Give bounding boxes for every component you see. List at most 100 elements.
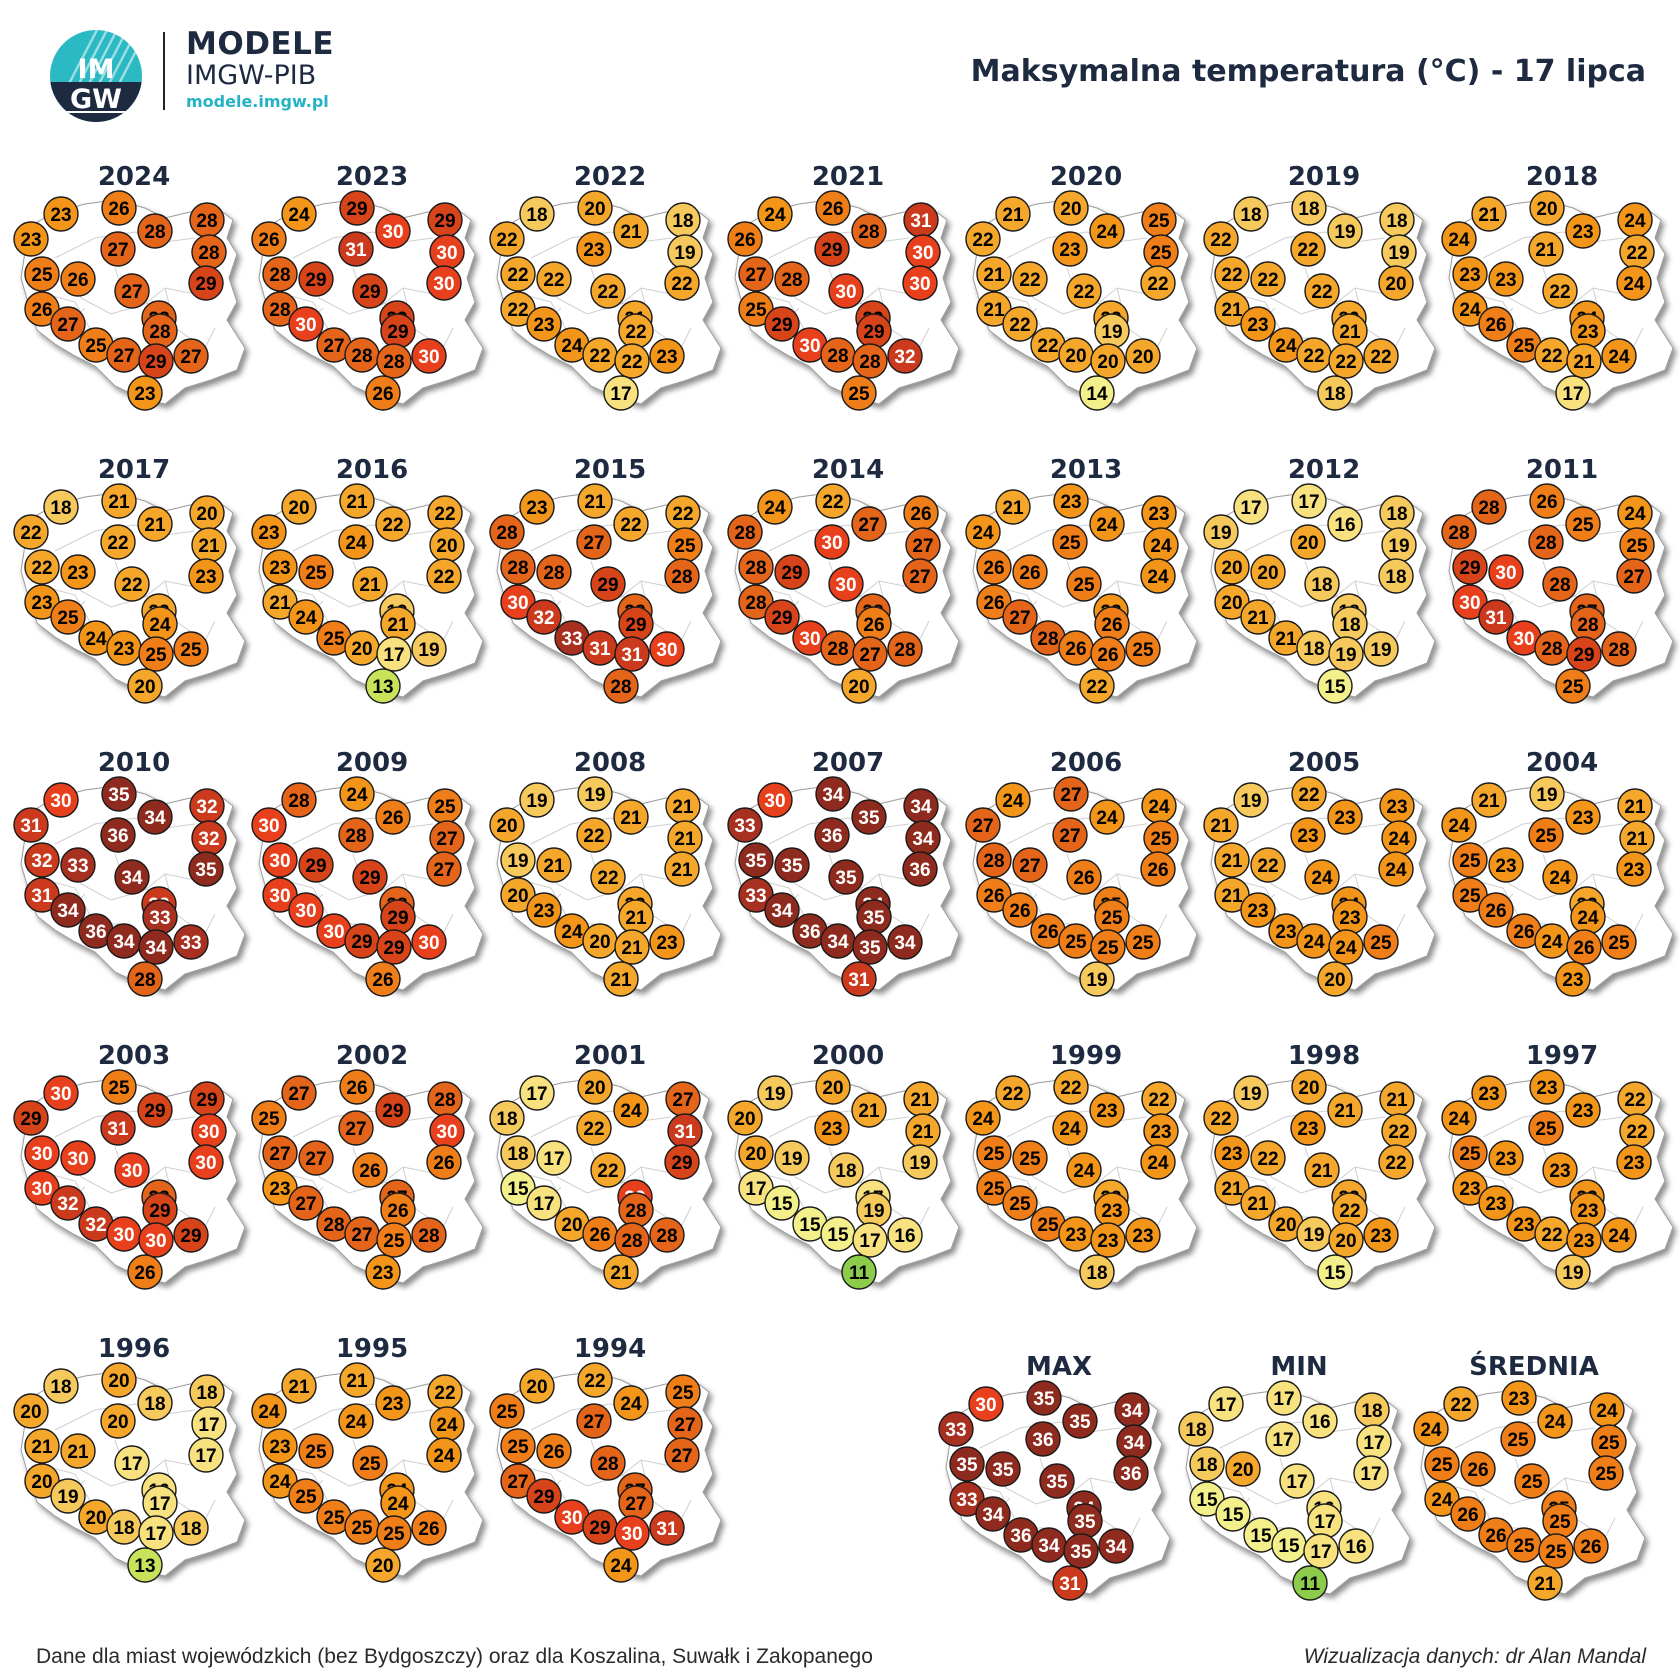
station-temperature: 23 bbox=[1495, 1149, 1516, 1170]
station-temperature: 34 bbox=[827, 932, 849, 953]
station-circle bbox=[1089, 213, 1125, 249]
station-temperature: 30 bbox=[67, 1149, 88, 1170]
station-marker: 21 bbox=[339, 1362, 375, 1398]
station-marker: 18 bbox=[106, 1509, 142, 1545]
station-temperature: 26 bbox=[1019, 563, 1040, 584]
year-label: 2011 bbox=[1525, 455, 1599, 485]
station-marker: 28 bbox=[1534, 630, 1570, 666]
station-temperature: 22 bbox=[621, 352, 642, 373]
station-circle bbox=[1471, 782, 1507, 818]
station-temperature: 21 bbox=[1275, 629, 1297, 650]
station-temperature: 17 bbox=[745, 1179, 766, 1200]
station-circle bbox=[114, 1152, 150, 1188]
station-temperature: 24 bbox=[1096, 515, 1118, 536]
station-temperature: 21 bbox=[1386, 1090, 1408, 1111]
station-temperature: 30 bbox=[909, 274, 930, 295]
station-marker: 30 bbox=[968, 1386, 1004, 1422]
station-circle bbox=[1304, 1152, 1340, 1188]
station-temperature: 36 bbox=[799, 922, 820, 943]
station-marker: 31 bbox=[582, 630, 618, 666]
station-circle bbox=[664, 558, 700, 594]
station-circle bbox=[577, 776, 613, 812]
station-temperature: 25 bbox=[848, 384, 870, 405]
station-marker: 28 bbox=[727, 514, 763, 550]
station-circle bbox=[13, 1393, 49, 1429]
station-circle bbox=[1327, 1092, 1363, 1128]
station-temperature: 22 bbox=[822, 492, 843, 513]
station-temperature: 24 bbox=[1311, 868, 1333, 889]
station-marker: 23 bbox=[814, 1110, 850, 1146]
station-marker: 27 bbox=[106, 337, 142, 373]
station-marker: 24 bbox=[429, 1406, 465, 1442]
station-marker: 23 bbox=[649, 338, 685, 374]
station-temperature: 24 bbox=[1541, 932, 1563, 953]
station-marker: 29 bbox=[1566, 636, 1602, 672]
station-temperature: 21 bbox=[144, 515, 166, 536]
station-marker: 26 bbox=[1058, 630, 1094, 666]
station-temperature: 32 bbox=[198, 829, 219, 850]
year-map-panel: 2022182021182219222322222222212322242222… bbox=[489, 162, 729, 452]
station-marker: 24 bbox=[1617, 202, 1653, 238]
station-temperature: 30 bbox=[912, 243, 933, 264]
station-circle bbox=[976, 842, 1012, 878]
logo-url-link[interactable]: modele.imgw.pl bbox=[186, 92, 329, 111]
station-circle bbox=[1026, 1380, 1062, 1416]
station-marker: 20 bbox=[1317, 961, 1353, 997]
station-marker: 13 bbox=[365, 668, 401, 704]
station-circle bbox=[426, 558, 462, 594]
station-marker: 29 bbox=[339, 190, 375, 226]
station-marker: 18 bbox=[1354, 1392, 1390, 1428]
poland-map: 1720242718311822172915223017282026282821 bbox=[489, 1069, 722, 1290]
station-temperature: 28 bbox=[507, 558, 528, 579]
station-marker: 22 bbox=[1250, 261, 1286, 297]
station-marker: 17 bbox=[1356, 1424, 1392, 1460]
station-temperature: 20 bbox=[1536, 199, 1557, 220]
station-circle bbox=[1555, 375, 1591, 411]
station-temperature: 16 bbox=[894, 1226, 915, 1247]
station-marker: 26 bbox=[1002, 892, 1038, 928]
station-marker: 30 bbox=[411, 338, 447, 374]
station-temperature: 25 bbox=[1626, 536, 1648, 557]
logo-divider bbox=[163, 32, 165, 110]
station-marker: 29 bbox=[375, 1092, 411, 1128]
station-circle bbox=[1002, 892, 1038, 928]
station-marker: 23 bbox=[1488, 261, 1524, 297]
station-marker: 23 bbox=[1214, 1135, 1250, 1171]
station-temperature: 35 bbox=[1070, 1542, 1092, 1563]
station-marker: 22 bbox=[24, 549, 60, 585]
station-circle bbox=[24, 1428, 60, 1464]
station-circle bbox=[411, 1217, 447, 1253]
station-temperature: 31 bbox=[1485, 608, 1507, 629]
station-circle bbox=[339, 1069, 375, 1105]
station-circle bbox=[1452, 842, 1488, 878]
station-marker: 17 bbox=[191, 1406, 227, 1442]
station-temperature: 27 bbox=[859, 645, 880, 666]
station-temperature: 30 bbox=[656, 640, 677, 661]
station-temperature: 26 bbox=[387, 1201, 408, 1222]
station-marker: 25 bbox=[1452, 1135, 1488, 1171]
poland-map: 1920212122222323222221212221222019202315 bbox=[1203, 1069, 1436, 1290]
station-marker: 35 bbox=[101, 776, 137, 812]
poland-map: 1920212120212023191917181715191515171611 bbox=[727, 1069, 960, 1290]
station-temperature: 22 bbox=[972, 230, 993, 251]
station-marker: 29 bbox=[137, 1092, 173, 1128]
station-marker: 22 bbox=[1619, 234, 1655, 270]
station-circle bbox=[1066, 273, 1102, 309]
station-circle bbox=[100, 1110, 136, 1146]
station-marker: 18 bbox=[1079, 1254, 1115, 1290]
station-temperature: 23 bbox=[1101, 1201, 1122, 1222]
station-temperature: 23 bbox=[382, 1394, 403, 1415]
station-marker: 26 bbox=[1066, 859, 1102, 895]
station-temperature: 23 bbox=[1549, 1161, 1570, 1182]
station-marker: 19 bbox=[856, 1192, 892, 1228]
station-temperature: 23 bbox=[1297, 1119, 1318, 1140]
station-circle bbox=[375, 213, 411, 249]
station-marker: 17 bbox=[188, 1437, 224, 1473]
station-temperature: 25 bbox=[180, 640, 202, 661]
station-circle bbox=[1066, 566, 1102, 602]
station-marker: 17 bbox=[1265, 1421, 1301, 1457]
station-temperature: 15 bbox=[1278, 1536, 1300, 1557]
station-circle bbox=[1478, 599, 1514, 635]
year-label: 2004 bbox=[1525, 748, 1599, 778]
station-marker: 30 bbox=[288, 306, 324, 342]
